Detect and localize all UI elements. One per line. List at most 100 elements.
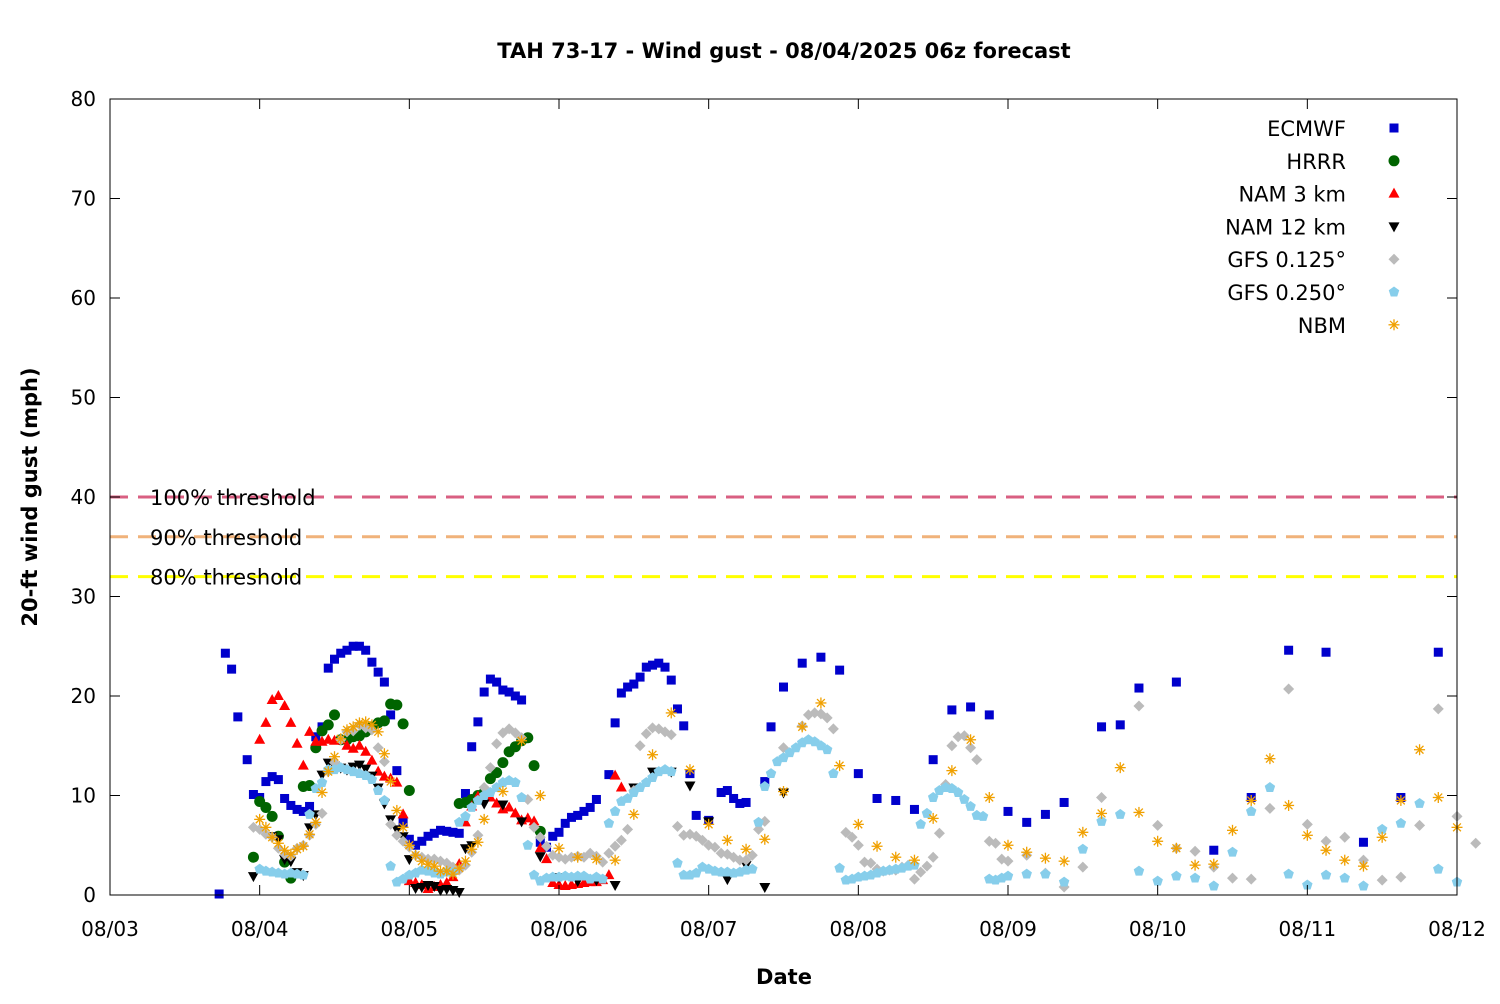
data-point [498,685,508,695]
data-point [497,800,509,811]
data-point [740,843,752,855]
data-point [411,840,421,850]
data-point [665,707,677,719]
y-tick-label: 50 [71,386,96,410]
data-point [528,821,540,833]
data-point [573,810,583,820]
data-point [378,715,390,727]
data-point [616,688,626,698]
data-point [423,831,433,841]
data-point [404,834,414,844]
data-point [1283,799,1295,811]
data-point [566,812,576,822]
data-point [254,733,266,744]
data-point [322,766,334,778]
legend: ECMWF HRRR NAM 3 km NAM 12 km GFS 0.125° GFS … [1225,117,1400,338]
data-point [397,821,409,833]
data-point [453,888,465,899]
data-point [604,770,614,780]
data-point [1376,831,1388,843]
data-point [472,829,484,841]
data-point [454,828,464,838]
data-point [516,817,528,828]
data-point [1227,872,1238,884]
legend-marker [1389,123,1399,133]
data-point [466,801,477,812]
data-point [1208,858,1220,870]
data-point [391,829,403,841]
data-point [1096,815,1107,826]
y-tick-label: 20 [71,684,96,708]
data-point [990,837,1002,849]
data-point [865,857,877,869]
data-point [691,810,701,820]
data-point [623,682,633,692]
data-point [347,721,359,733]
data-point [834,862,845,873]
data-point [1395,817,1407,828]
data-point [1376,823,1388,834]
data-point [392,766,402,776]
data-point [297,840,309,852]
data-point [660,662,670,672]
data-point [497,786,509,798]
data-point [927,851,939,863]
data-point [1058,876,1070,887]
data-point [909,804,919,814]
threshold-label: 80% threshold [150,566,302,590]
data-point [329,709,340,721]
data-point [460,789,470,799]
data-point [609,881,621,892]
data-point [348,641,358,651]
data-point [709,841,721,853]
data-point [298,806,308,816]
data-point [1134,683,1144,693]
threshold-lines: 100% threshold 90% threshold 80% threshold [110,486,1457,590]
data-point [1264,753,1276,765]
data-point [1432,791,1444,803]
data-point [441,877,453,888]
data-point [834,760,846,772]
data-point [329,751,340,763]
data-point [908,873,920,885]
data-point [453,862,465,874]
data-point [933,827,945,839]
data-point [342,645,352,655]
data-point [516,791,527,802]
data-point [647,749,659,761]
data-point [703,818,715,830]
data-point [928,755,938,765]
data-point [779,682,788,692]
x-tick-label: 08/09 [979,917,1037,941]
y-tick-label: 0 [83,883,96,907]
data-point [871,840,883,852]
y-tick-label: 70 [71,187,96,211]
data-point [1152,819,1164,831]
data-point [1284,645,1294,655]
data-point [666,675,676,685]
data-point [509,727,521,739]
data-point [1115,720,1125,730]
data-point [266,831,278,843]
data-point [609,769,621,780]
data-point [753,816,764,827]
data-point [734,854,746,866]
data-point [641,662,651,672]
data-point [335,733,347,745]
data-point [366,754,378,765]
data-point [386,710,396,720]
data-point [679,721,689,731]
x-tick-label: 08/07 [680,917,738,941]
data-point [1264,802,1276,814]
legend-marker [1388,253,1400,265]
threshold-label: 100% threshold [150,486,316,510]
data-point [1321,647,1331,657]
data-point [927,812,939,824]
data-point [908,854,920,866]
data-point [1077,861,1089,873]
data-point [285,716,297,727]
data-point [1301,829,1313,841]
data-point [1171,870,1182,881]
x-tick-label: 08/08 [830,917,888,941]
data-point [684,764,696,776]
